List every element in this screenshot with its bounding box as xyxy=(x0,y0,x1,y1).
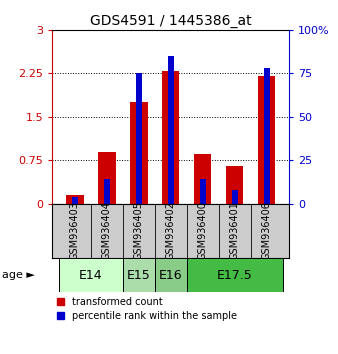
Bar xyxy=(104,179,110,204)
Bar xyxy=(162,70,179,204)
Bar xyxy=(187,258,283,292)
Text: E14: E14 xyxy=(79,269,102,282)
Bar xyxy=(130,102,147,204)
Bar xyxy=(136,73,142,204)
Bar xyxy=(168,56,174,204)
Text: GSM936403: GSM936403 xyxy=(70,201,80,261)
Legend: transformed count, percentile rank within the sample: transformed count, percentile rank withi… xyxy=(56,297,237,321)
Text: GSM936402: GSM936402 xyxy=(166,201,176,261)
Text: E15: E15 xyxy=(127,269,151,282)
Title: GDS4591 / 1445386_at: GDS4591 / 1445386_at xyxy=(90,14,251,28)
Bar xyxy=(98,152,116,204)
Bar xyxy=(194,154,212,204)
Bar xyxy=(199,179,206,204)
Bar xyxy=(264,68,270,204)
Text: E17.5: E17.5 xyxy=(217,269,252,282)
Bar xyxy=(66,195,83,204)
Bar xyxy=(72,196,78,204)
Text: GSM936401: GSM936401 xyxy=(230,201,240,261)
Bar xyxy=(123,258,155,292)
Bar xyxy=(226,166,243,204)
Bar xyxy=(258,76,275,204)
Bar xyxy=(155,258,187,292)
Text: E16: E16 xyxy=(159,269,183,282)
Text: GSM936404: GSM936404 xyxy=(102,201,112,261)
Bar xyxy=(232,190,238,204)
Bar xyxy=(59,258,123,292)
Text: age ►: age ► xyxy=(2,270,34,280)
Text: GSM936400: GSM936400 xyxy=(198,201,208,261)
Text: GSM936405: GSM936405 xyxy=(134,201,144,261)
Text: GSM936406: GSM936406 xyxy=(262,201,272,261)
